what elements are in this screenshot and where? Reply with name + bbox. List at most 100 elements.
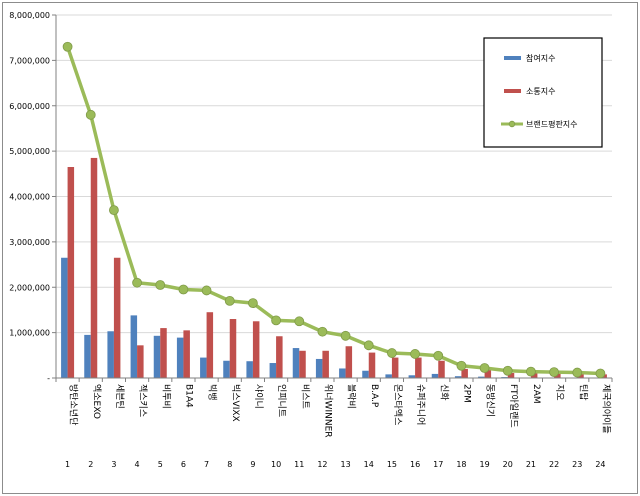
y-tick-label: 5,000,000 — [9, 147, 50, 156]
x-tick-label: 제국의아이들 — [600, 384, 611, 434]
rank-label: 22 — [549, 460, 559, 469]
bar — [315, 358, 323, 378]
line-point — [479, 363, 490, 373]
rank-label: 2 — [88, 460, 93, 469]
y-axis: - 1,000,000 2,000,000 3,000,000 4,000,000 5,0… — [9, 11, 56, 383]
bar — [223, 360, 230, 378]
line-point — [595, 368, 606, 379]
rank-label: 17 — [433, 460, 443, 469]
x-axis: 방탄소년단 1 엑소EXO 2 세븐틴 3 젝스키스 4 비투비 5 B1A4 6 빅뱅 7 빅스VIXX 8… — [55, 378, 613, 469]
rank-label: 12 — [317, 460, 327, 469]
line-series — [62, 41, 606, 379]
x-tick-label: 지오 — [554, 384, 565, 401]
bar — [90, 157, 98, 378]
bar — [385, 374, 392, 378]
bar — [229, 319, 237, 378]
rank-label: 18 — [456, 460, 466, 469]
bar — [299, 350, 306, 378]
line-point — [248, 298, 258, 309]
line-point — [549, 367, 559, 378]
bar — [113, 257, 121, 378]
legend-label-brand: 브랜드평판지수 — [526, 119, 578, 129]
line-point — [294, 316, 305, 327]
bar — [252, 321, 260, 378]
bar — [176, 337, 184, 378]
rank-label: 11 — [294, 460, 304, 469]
bar — [431, 373, 439, 378]
rank-label: 1 — [65, 460, 70, 469]
y-tick-label: 7,000,000 — [9, 56, 50, 65]
rank-label: 16 — [410, 460, 420, 469]
line-point — [201, 285, 212, 296]
legend-marker-brand — [508, 120, 516, 128]
x-tick-label: 비투비 — [160, 384, 171, 409]
bar — [530, 373, 538, 378]
bar — [276, 336, 283, 378]
line-point — [85, 109, 96, 120]
x-tick-label: 2PM — [461, 384, 471, 403]
rank-label: 15 — [387, 460, 397, 469]
line-point — [340, 330, 351, 341]
legend-label-communication: 소통지수 — [526, 87, 555, 96]
rank-label: 9 — [250, 460, 255, 469]
rank-label: 21 — [526, 460, 536, 469]
bar — [61, 257, 68, 378]
bars — [61, 157, 607, 378]
x-tick-label: 방탄소년단 — [68, 384, 79, 425]
x-tick-label: 위너WINNER — [322, 384, 333, 438]
bar — [339, 368, 346, 378]
legend: 참여지수 소통지수 브랜드평판지수 — [483, 37, 603, 148]
x-tick-label: 빅뱅 — [207, 384, 218, 401]
line-point — [271, 315, 281, 326]
x-tick-label: 슈퍼주니어 — [415, 384, 426, 425]
bar — [484, 369, 492, 378]
line-point — [456, 360, 467, 371]
line-point — [502, 365, 513, 376]
x-tick-label: B.A.P — [369, 384, 379, 408]
bar — [269, 363, 277, 378]
x-tick-label: B1A4 — [183, 384, 193, 408]
rank-label: 24 — [595, 460, 605, 469]
x-tick-label: 엑소EXO — [91, 384, 103, 419]
bar — [153, 335, 161, 378]
bar — [345, 346, 353, 378]
legend-label-participation: 참여지수 — [526, 53, 555, 63]
rank-label: 8 — [227, 460, 232, 469]
legend-swatch-communication — [504, 89, 521, 93]
line-point — [433, 350, 444, 361]
bar — [206, 312, 214, 378]
y-tick-label: 3,000,000 — [9, 238, 50, 247]
x-tick-label: 신화 — [438, 384, 449, 401]
x-tick-label: FT아일랜드 — [508, 384, 519, 428]
rank-label: 19 — [479, 460, 489, 469]
bar — [84, 334, 91, 378]
y-tick-label: 1,000,000 — [9, 329, 50, 338]
rank-label: 13 — [340, 460, 350, 469]
y-tick-label: 6,000,000 — [9, 102, 50, 111]
bar — [183, 330, 190, 378]
x-tick-label: 몬스타엑스 — [392, 384, 404, 425]
line-point — [317, 326, 328, 337]
line-point — [526, 366, 536, 377]
bar — [292, 348, 300, 378]
y-tick-label: 4,000,000 — [9, 193, 50, 202]
x-tick-label: 세븐틴 — [114, 384, 125, 409]
bar — [415, 357, 422, 378]
line-point — [572, 367, 583, 378]
bar — [130, 315, 138, 378]
rank-label: 5 — [158, 460, 163, 469]
bar — [246, 361, 253, 378]
line-point — [224, 295, 235, 306]
bar — [67, 167, 75, 378]
rank-label: 4 — [135, 460, 140, 469]
x-tick-label: 샤이니 — [253, 384, 264, 409]
bar — [507, 373, 515, 378]
rank-label: 14 — [364, 460, 374, 469]
rank-label: 10 — [271, 460, 281, 469]
y-tick-label: 8,000,000 — [9, 11, 50, 20]
x-tick-label: 인피니트 — [276, 384, 287, 417]
x-tick-label: 빅스VIXX — [230, 384, 241, 422]
bar — [391, 357, 399, 378]
line-point — [178, 284, 189, 295]
